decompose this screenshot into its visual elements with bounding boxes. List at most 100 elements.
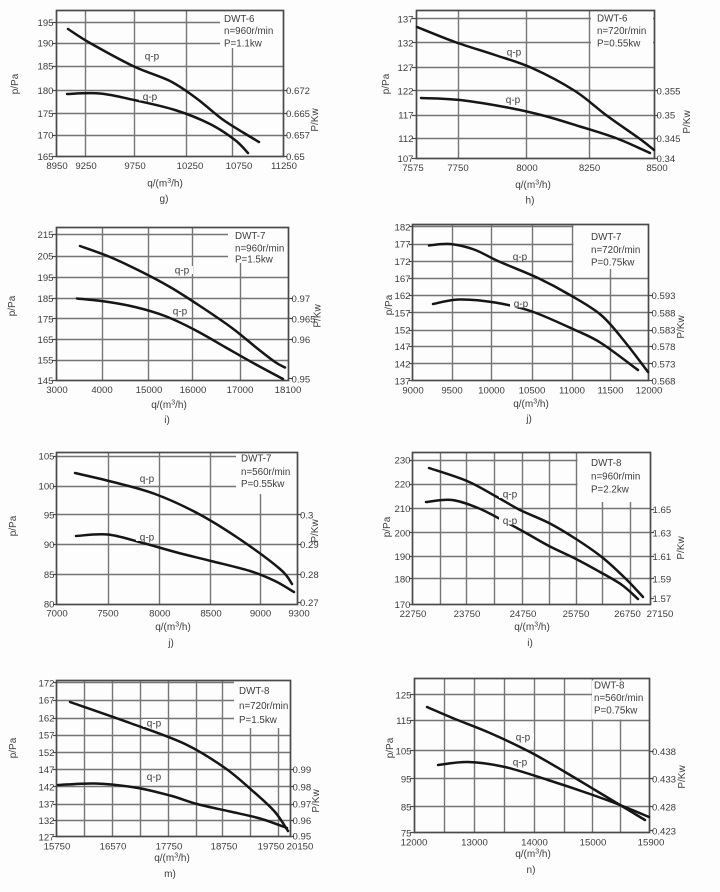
svg-text:q-p: q-p [507,48,522,59]
svg-text:12000: 12000 [401,838,428,849]
svg-text:P=0.75kw: P=0.75kw [591,258,635,269]
svg-text:25750: 25750 [563,609,590,620]
svg-text:1.63: 1.63 [653,528,672,539]
svg-text:185: 185 [37,62,53,73]
svg-text:i): i) [527,638,533,649]
svg-text:16000: 16000 [180,385,207,396]
svg-text:n=720r/min: n=720r/min [239,701,288,712]
svg-text:157: 157 [38,731,54,742]
svg-text:117: 117 [398,111,413,122]
svg-text:P=0.55kw: P=0.55kw [241,479,285,490]
svg-text:P=1.5kw: P=1.5kw [235,255,274,266]
svg-text:112: 112 [398,134,413,145]
svg-text:15000: 15000 [580,838,607,849]
svg-text:132: 132 [38,816,54,827]
svg-text:h): h) [526,196,535,207]
svg-text:9250: 9250 [75,161,96,172]
svg-text:q-p: q-p [506,95,521,106]
svg-text:142: 142 [38,782,54,793]
svg-text:q-p: q-p [173,307,188,318]
svg-text:24750: 24750 [510,609,537,620]
svg-text:q/(m3/h): q/(m3/h) [155,622,191,634]
svg-text:q-p: q-p [513,252,528,263]
svg-text:P=0.75kw: P=0.75kw [594,706,638,717]
svg-text:p/Pa: p/Pa [384,294,395,315]
svg-text:P/Kw: P/Kw [677,765,688,789]
svg-text:105: 105 [38,451,54,462]
svg-text:145: 145 [37,376,53,387]
svg-text:P/Kw: P/Kw [310,519,321,543]
svg-text:3000: 3000 [46,385,67,396]
svg-text:0.568: 0.568 [652,376,676,387]
svg-text:155: 155 [37,355,53,366]
svg-text:180: 180 [394,574,410,585]
svg-text:q-p: q-p [143,92,158,103]
svg-text:210: 210 [394,504,410,515]
svg-text:0.28: 0.28 [300,570,319,581]
svg-text:0.583: 0.583 [652,325,676,336]
svg-text:95: 95 [44,510,55,521]
svg-text:p/Pa: p/Pa [381,73,392,94]
svg-text:85: 85 [401,802,412,813]
svg-text:q/(m3/h): q/(m3/h) [515,180,551,192]
svg-text:DWT-6: DWT-6 [224,14,255,25]
svg-text:DWT-7: DWT-7 [235,231,265,242]
svg-text:15000: 15000 [136,385,163,396]
svg-text:17000: 17000 [227,385,254,396]
svg-text:p/Pa: p/Pa [10,73,21,94]
svg-text:q/(m3/h): q/(m3/h) [513,399,549,411]
svg-text:0.35: 0.35 [657,111,676,122]
svg-text:172: 172 [38,678,54,689]
svg-text:0.99: 0.99 [293,765,312,776]
svg-text:105: 105 [395,746,411,757]
svg-text:152: 152 [394,325,410,336]
svg-text:170: 170 [37,131,53,142]
svg-text:27150: 27150 [647,609,674,620]
svg-text:q-p: q-p [503,490,518,501]
svg-text:n=560r/min: n=560r/min [594,693,643,704]
svg-text:0.965: 0.965 [292,314,316,325]
svg-text:p/Pa: p/Pa [8,515,19,536]
svg-text:230: 230 [394,455,410,466]
svg-text:j): j) [525,414,532,425]
svg-text:0.588: 0.588 [652,308,676,319]
svg-text:P/Kw: P/Kw [310,108,321,132]
svg-text:DWT-8: DWT-8 [239,686,270,697]
svg-text:9000: 9000 [250,609,271,620]
svg-text:20150: 20150 [287,842,314,853]
svg-text:185: 185 [37,294,53,305]
svg-text:P=0.55kw: P=0.55kw [597,39,641,50]
svg-text:132: 132 [397,38,413,49]
svg-text:157: 157 [394,308,410,319]
svg-text:75: 75 [401,828,412,839]
svg-text:147: 147 [394,342,410,353]
svg-text:q/(m3/h): q/(m3/h) [147,178,183,190]
svg-text:P/Kw: P/Kw [676,315,687,339]
svg-text:P=1.1kw: P=1.1kw [224,38,263,49]
svg-text:14000: 14000 [521,838,548,849]
svg-text:n=720r/min: n=720r/min [597,26,646,37]
svg-text:n=560r/min: n=560r/min [241,467,290,478]
svg-text:n=960r/min: n=960r/min [235,244,284,255]
svg-text:125: 125 [395,690,411,701]
svg-text:0.345: 0.345 [657,134,681,145]
svg-text:P/Kw: P/Kw [682,110,693,134]
svg-text:147: 147 [38,765,54,776]
svg-text:23750: 23750 [454,609,481,620]
svg-text:7500: 7500 [97,609,118,620]
svg-text:195: 195 [37,18,53,29]
svg-text:m): m) [164,869,176,880]
svg-text:P=1.5kw: P=1.5kw [239,715,278,726]
svg-text:j): j) [167,638,174,649]
svg-text:0.65: 0.65 [286,152,305,163]
svg-text:q-p: q-p [514,299,529,310]
svg-text:0.96: 0.96 [292,335,311,346]
svg-text:0.428: 0.428 [652,802,676,813]
svg-text:P/Kw: P/Kw [676,536,687,560]
svg-text:q/(m3/h): q/(m3/h) [514,622,550,634]
svg-text:DWT-7: DWT-7 [241,454,271,465]
svg-text:n): n) [527,865,536,876]
svg-text:q-p: q-p [140,533,155,544]
svg-text:200: 200 [394,528,410,539]
svg-text:18100: 18100 [275,385,302,396]
